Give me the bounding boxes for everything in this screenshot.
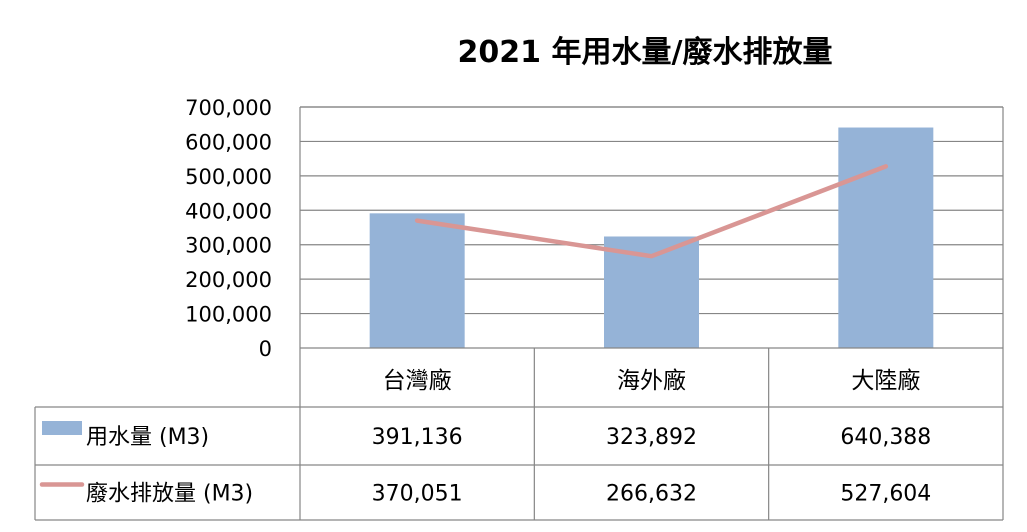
- table-cell: 391,136: [372, 425, 463, 450]
- y-tick-label: 200,000: [185, 268, 272, 292]
- series-line: [414, 164, 889, 259]
- category-label: 海外廠: [617, 368, 686, 394]
- category-label: 大陸廠: [851, 368, 920, 394]
- y-tick-label: 600,000: [185, 130, 272, 154]
- table-cell: 323,892: [606, 425, 697, 450]
- legend-label: 用水量 (M3): [86, 425, 209, 450]
- y-tick-label: 300,000: [185, 234, 272, 258]
- legend-key-bar: [42, 421, 82, 435]
- bar: [369, 213, 465, 348]
- plot-area: 0 100,000 200,000 300,000 400,000 500,000 600,…: [34, 96, 1004, 521]
- table-cell: 527,604: [840, 482, 931, 507]
- y-tick-label: 100,000: [185, 303, 272, 327]
- table-cell: 640,388: [840, 425, 931, 450]
- table-cell: 266,632: [606, 482, 697, 507]
- y-tick-label: 700,000: [185, 96, 272, 120]
- category-label: 台灣廠: [383, 368, 452, 394]
- legend-label: 廢水排放量 (M3): [86, 482, 253, 507]
- y-tick-label: 400,000: [185, 199, 272, 223]
- bar: [838, 127, 934, 348]
- y-tick-label: 0: [259, 337, 272, 361]
- chart-title: 2021 年用水量/廢水排放量: [458, 35, 833, 70]
- table-cell: 370,051: [372, 482, 463, 507]
- y-tick-label: 500,000: [185, 165, 272, 189]
